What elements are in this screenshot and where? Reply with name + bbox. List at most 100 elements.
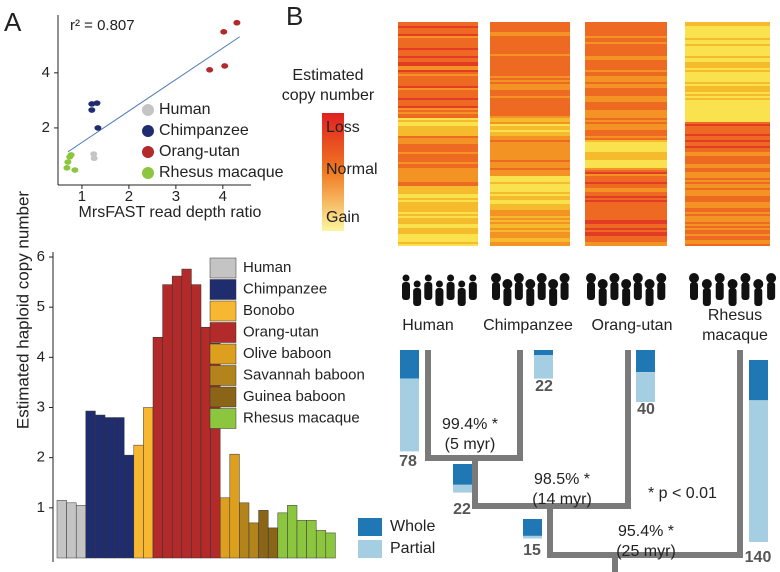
y-tick-label: 3 xyxy=(37,398,45,415)
heat-row xyxy=(490,222,570,224)
heat-row xyxy=(398,118,478,120)
heat-row xyxy=(490,82,570,84)
heat-row xyxy=(398,234,478,236)
silhouette xyxy=(549,288,558,306)
heat-row xyxy=(685,58,770,60)
heat-row xyxy=(490,44,570,46)
note: * p < 0.01 xyxy=(648,485,717,502)
bar xyxy=(248,522,259,559)
heat-row xyxy=(398,138,478,140)
heat-row xyxy=(490,30,570,32)
heat-row xyxy=(585,66,667,68)
heat-row xyxy=(490,202,570,204)
heat-row xyxy=(490,126,570,128)
silhouette xyxy=(610,282,619,300)
heat-row xyxy=(398,50,478,52)
branch-label: (14 myr) xyxy=(532,491,592,508)
heat-row xyxy=(490,102,570,104)
heat-row xyxy=(398,182,478,184)
y-axis-label: Estimated haploid copy number xyxy=(13,191,32,429)
heat-row xyxy=(685,136,770,138)
heat-row xyxy=(685,124,770,126)
heat-row xyxy=(585,134,667,136)
silhouette xyxy=(526,288,535,306)
heat-row xyxy=(585,222,667,224)
heat-row xyxy=(585,108,667,110)
heat-row xyxy=(685,50,770,52)
heat-row xyxy=(585,224,667,226)
heat-row xyxy=(490,120,570,122)
heat-row xyxy=(685,182,770,184)
heat-row xyxy=(398,196,478,198)
heat-row xyxy=(685,216,770,218)
bar xyxy=(325,532,336,559)
heat-row xyxy=(398,198,478,200)
heat-row xyxy=(490,80,570,82)
heat-row xyxy=(490,24,570,26)
heat-row xyxy=(585,122,667,124)
heat-row xyxy=(585,98,667,100)
heat-row xyxy=(398,230,478,232)
heat-row xyxy=(490,220,570,222)
heat-row xyxy=(490,232,570,234)
heat-row xyxy=(585,186,667,188)
silhouette xyxy=(701,279,712,289)
heat-row xyxy=(490,52,570,54)
heat-row xyxy=(398,226,478,228)
legend-swatch xyxy=(358,540,382,558)
heat-row xyxy=(685,198,770,200)
heat-row xyxy=(685,168,770,170)
silhouette xyxy=(424,274,432,282)
heat-row xyxy=(490,218,570,220)
heat-row xyxy=(490,138,570,140)
heat-row xyxy=(685,144,770,146)
y-tick-label: 4 xyxy=(37,348,45,365)
heat-row xyxy=(685,132,770,134)
heat-row xyxy=(685,40,770,42)
branch-label: 99.4% * xyxy=(442,416,498,433)
heat-row xyxy=(490,132,570,134)
heat-row xyxy=(685,210,770,212)
heat-row xyxy=(490,46,570,48)
heat-row xyxy=(685,52,770,54)
heat-row xyxy=(685,194,770,196)
heat-row xyxy=(398,184,478,186)
silhouette xyxy=(514,282,523,300)
heat-row xyxy=(585,36,667,38)
heat-row xyxy=(490,106,570,108)
heat-row xyxy=(490,162,570,164)
silhouette xyxy=(491,273,501,283)
heat-row xyxy=(685,84,770,86)
silhouette xyxy=(766,273,777,283)
heat-row xyxy=(398,104,478,106)
heat-row xyxy=(490,190,570,192)
heat-row xyxy=(490,96,570,98)
legend-marker xyxy=(142,125,154,137)
heat-row xyxy=(490,90,570,92)
heat-row xyxy=(398,54,478,56)
heat-row xyxy=(398,160,478,162)
heat-row xyxy=(685,172,770,174)
heat-row xyxy=(585,54,667,56)
bar-partial xyxy=(523,535,542,539)
heat-row xyxy=(685,28,770,30)
heat-row xyxy=(685,154,770,156)
heat-row xyxy=(585,34,667,36)
silhouette xyxy=(413,280,421,288)
silhouette xyxy=(447,274,455,282)
point xyxy=(93,100,101,106)
heat-row xyxy=(490,48,570,50)
heat-row xyxy=(685,46,770,48)
silhouette xyxy=(727,279,738,289)
bar xyxy=(171,275,183,559)
heat-row xyxy=(585,196,667,198)
heat-row xyxy=(398,24,478,26)
heat-row xyxy=(398,150,478,152)
heat-row xyxy=(490,168,570,170)
heat-row xyxy=(685,70,770,72)
heat-row xyxy=(398,154,478,156)
heat-row xyxy=(490,100,570,102)
silhouette xyxy=(690,282,698,300)
heat-row xyxy=(685,238,770,240)
heat-row xyxy=(490,40,570,42)
